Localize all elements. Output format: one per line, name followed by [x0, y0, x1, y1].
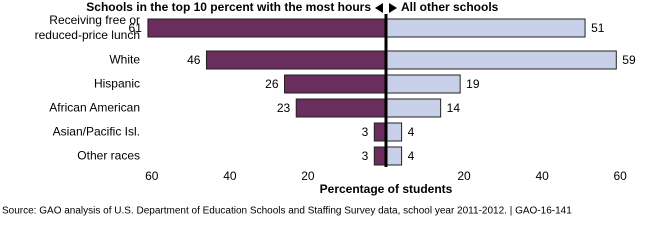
bar — [373, 122, 387, 142]
value-label: 46 — [187, 53, 201, 67]
x-tick-label: 20 — [457, 169, 471, 183]
bar — [385, 98, 442, 118]
x-tick-label: 60 — [145, 169, 159, 183]
value-label: 3 — [362, 125, 369, 139]
category-label: Other races — [77, 148, 140, 163]
x-tick-label: 40 — [223, 169, 237, 183]
category-label: African American — [49, 100, 140, 115]
bar — [385, 50, 617, 70]
value-label: 4 — [408, 149, 415, 163]
left-arrow — [375, 3, 383, 13]
value-label: 4 — [408, 125, 415, 139]
value-label: 26 — [265, 77, 279, 91]
left-header: Schools in the top 10 percent with the m… — [86, 0, 371, 14]
bar — [373, 146, 387, 166]
category-label: Hispanic — [93, 76, 140, 91]
chart-svg: Schools in the top 10 percent with the m… — [2, 0, 636, 217]
bar — [385, 146, 403, 166]
category-label: Receiving free or reduced-price lunch — [34, 13, 140, 42]
x-tick-label: 20 — [301, 169, 315, 183]
x-tick-label: 60 — [614, 169, 628, 183]
right-header: All other schools — [401, 0, 499, 14]
bar — [205, 50, 387, 70]
x-axis-title: Percentage of students — [320, 182, 453, 196]
value-label: 59 — [622, 53, 636, 67]
value-label: 19 — [466, 77, 480, 91]
right-arrow — [389, 3, 397, 13]
chart: Schools in the top 10 percent with the m… — [2, 0, 636, 217]
value-label: 14 — [447, 101, 461, 115]
value-label: 3 — [362, 149, 369, 163]
x-tick-label: 40 — [535, 169, 549, 183]
bar — [284, 74, 387, 94]
category-label: Asian/Pacific Isl. — [52, 124, 140, 139]
bar — [385, 18, 586, 38]
bar — [147, 18, 387, 38]
bar — [385, 74, 461, 94]
bar — [385, 122, 403, 142]
value-label: 51 — [591, 21, 605, 35]
value-label: 61 — [129, 21, 143, 35]
value-label: 23 — [277, 101, 291, 115]
bar — [295, 98, 387, 118]
source-note: Source: GAO analysis of U.S. Department … — [2, 206, 572, 217]
category-label: White — [109, 52, 140, 67]
